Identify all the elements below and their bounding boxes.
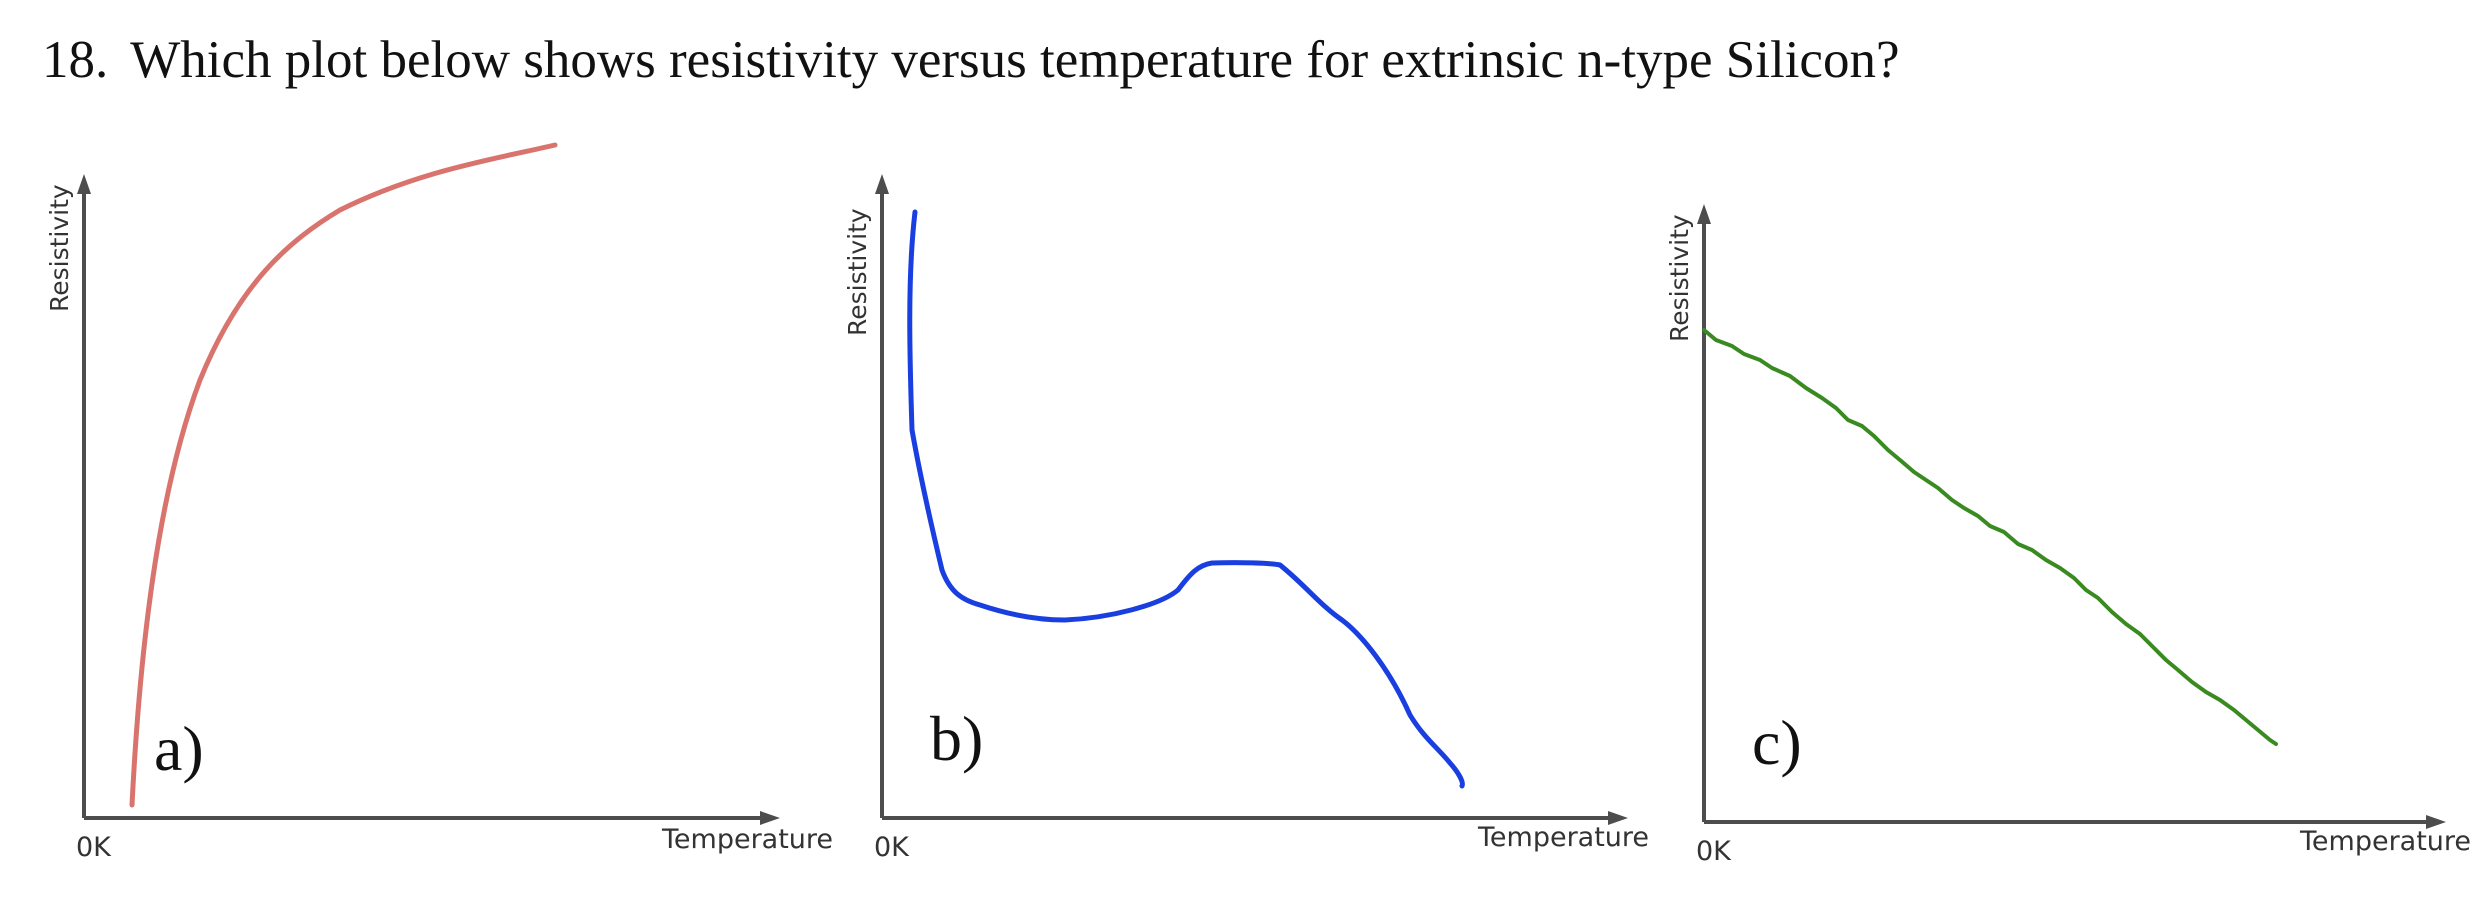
plot-c-panel-label: c) xyxy=(1752,707,1802,778)
plot-b-curve xyxy=(907,209,1465,789)
plot-a-panel-label: a) xyxy=(154,713,204,784)
plot-b-y-axis-label: Resistivity xyxy=(843,208,872,336)
plot-a-curve xyxy=(129,142,558,808)
plot-c-y-axis-label: Resistivity xyxy=(1665,214,1694,342)
question-prompt: Which plot below shows resistivity versu… xyxy=(130,31,1900,89)
plot-a-y-axis-arrow xyxy=(77,174,91,194)
plot-c-origin-label: 0K xyxy=(1696,836,1732,867)
plot-b-x-axis-label: Temperature xyxy=(1477,822,1649,853)
plot-b-y-axis-arrow xyxy=(875,174,889,194)
plot-b: Resistivity 0K Temperature b) xyxy=(843,174,1649,863)
plot-c-y-axis-arrow xyxy=(1697,204,1711,224)
plot-b-origin-label: 0K xyxy=(874,832,910,863)
plot-c-curve xyxy=(1702,328,2278,746)
plot-a-origin-label: 0K xyxy=(76,832,112,863)
plot-b-panel-label: b) xyxy=(930,703,983,774)
question-number: 18. xyxy=(42,31,109,89)
plot-a-y-axis-label: Resistivity xyxy=(45,184,74,312)
plot-a: Resistivity 0K Temperature a) xyxy=(45,142,833,863)
plot-a-x-axis-arrow xyxy=(760,811,780,825)
plot-c: Resistivity 0K Temperature c) xyxy=(1665,204,2471,867)
plot-b-x-axis-arrow xyxy=(1608,811,1628,825)
plot-c-x-axis-arrow xyxy=(2426,815,2446,829)
plot-a-x-axis-label: Temperature xyxy=(661,824,833,855)
plot-c-x-axis-label: Temperature xyxy=(2299,826,2471,857)
question-text: 18. Which plot below shows resistivity ve… xyxy=(42,30,1899,90)
